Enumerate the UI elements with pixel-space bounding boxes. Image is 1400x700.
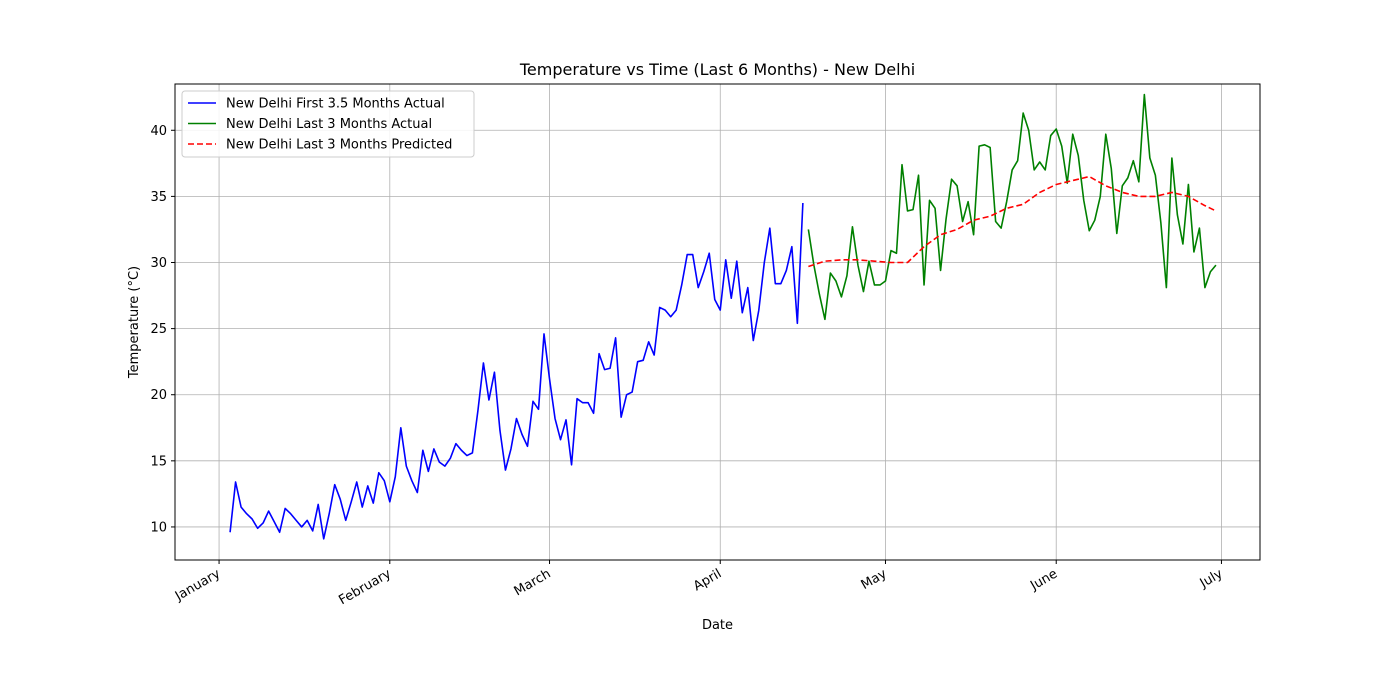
y-tick-label: 40 (150, 124, 167, 139)
plot-frame (174, 83, 1261, 561)
x-tick-label: July (1197, 566, 1226, 591)
grid-lines (175, 84, 1260, 560)
x-axis-label: Date (702, 618, 733, 633)
y-axis-label: Temperature (°C) (127, 266, 142, 379)
y-tick-label: 35 (150, 190, 167, 205)
x-tick-label: January (172, 566, 223, 604)
legend-label-1: New Delhi First 3.5 Months Actual (226, 97, 445, 112)
legend: New Delhi First 3.5 Months Actual New Del… (181, 90, 475, 158)
series-line-3 (808, 175, 1217, 268)
series-layer (229, 93, 1217, 540)
series-line-2 (807, 93, 1217, 321)
x-tick-label: March (512, 566, 554, 599)
x-tick-label: February (336, 566, 394, 608)
x-tick-label: April (691, 566, 724, 594)
y-tick-label: 10 (150, 520, 167, 535)
y-tick-label: 20 (150, 388, 167, 403)
x-tick-label: May (859, 566, 890, 593)
chart-title: Temperature vs Time (Last 6 Months) - Ne… (519, 60, 915, 79)
y-tick-label: 15 (150, 454, 167, 469)
y-tick-label: 25 (150, 322, 167, 337)
y-tick-label: 30 (150, 256, 167, 271)
legend-box (181, 90, 475, 158)
legend-label-3: New Delhi Last 3 Months Predicted (226, 138, 452, 153)
x-tick-label: June (1027, 566, 1060, 594)
legend-label-2: New Delhi Last 3 Months Actual (226, 117, 432, 132)
series-line-1 (229, 202, 804, 540)
